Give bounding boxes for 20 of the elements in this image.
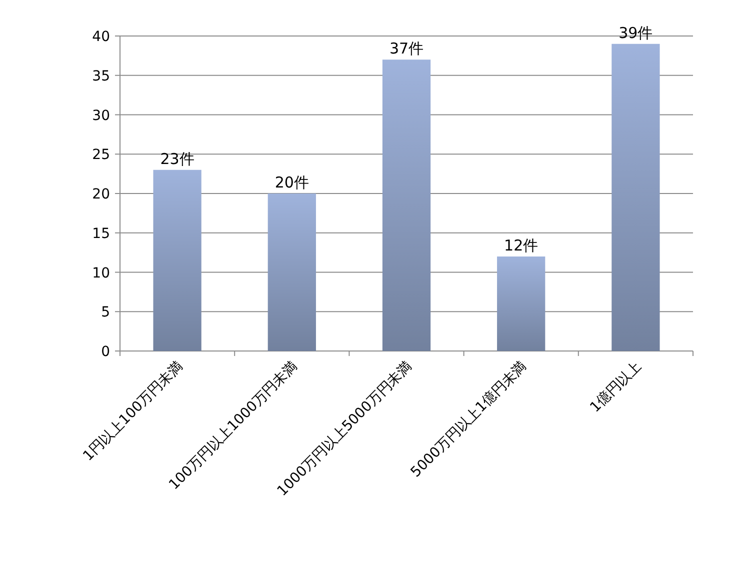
- bar: [153, 170, 202, 351]
- y-tick-label: 20: [92, 186, 110, 202]
- data-label: 39件: [618, 24, 653, 42]
- y-tick-label: 0: [101, 344, 110, 360]
- y-tick-label: 30: [92, 108, 110, 124]
- bar: [497, 256, 546, 351]
- y-tick-label: 5: [101, 304, 110, 321]
- data-label: 12件: [504, 236, 538, 254]
- data-label: 20件: [274, 174, 309, 192]
- data-label: 23件: [160, 150, 194, 168]
- y-tick-label: 25: [92, 147, 110, 164]
- data-label: 37件: [389, 40, 424, 58]
- y-tick-label: 15: [92, 226, 110, 242]
- y-tick-label: 10: [92, 265, 110, 282]
- x-tick-label: 1億円以上: [587, 358, 645, 416]
- bar: [612, 44, 660, 351]
- bar: [382, 60, 431, 351]
- bar: [268, 194, 316, 351]
- y-tick-label: 40: [92, 29, 110, 45]
- y-tick-label: 35: [92, 68, 110, 84]
